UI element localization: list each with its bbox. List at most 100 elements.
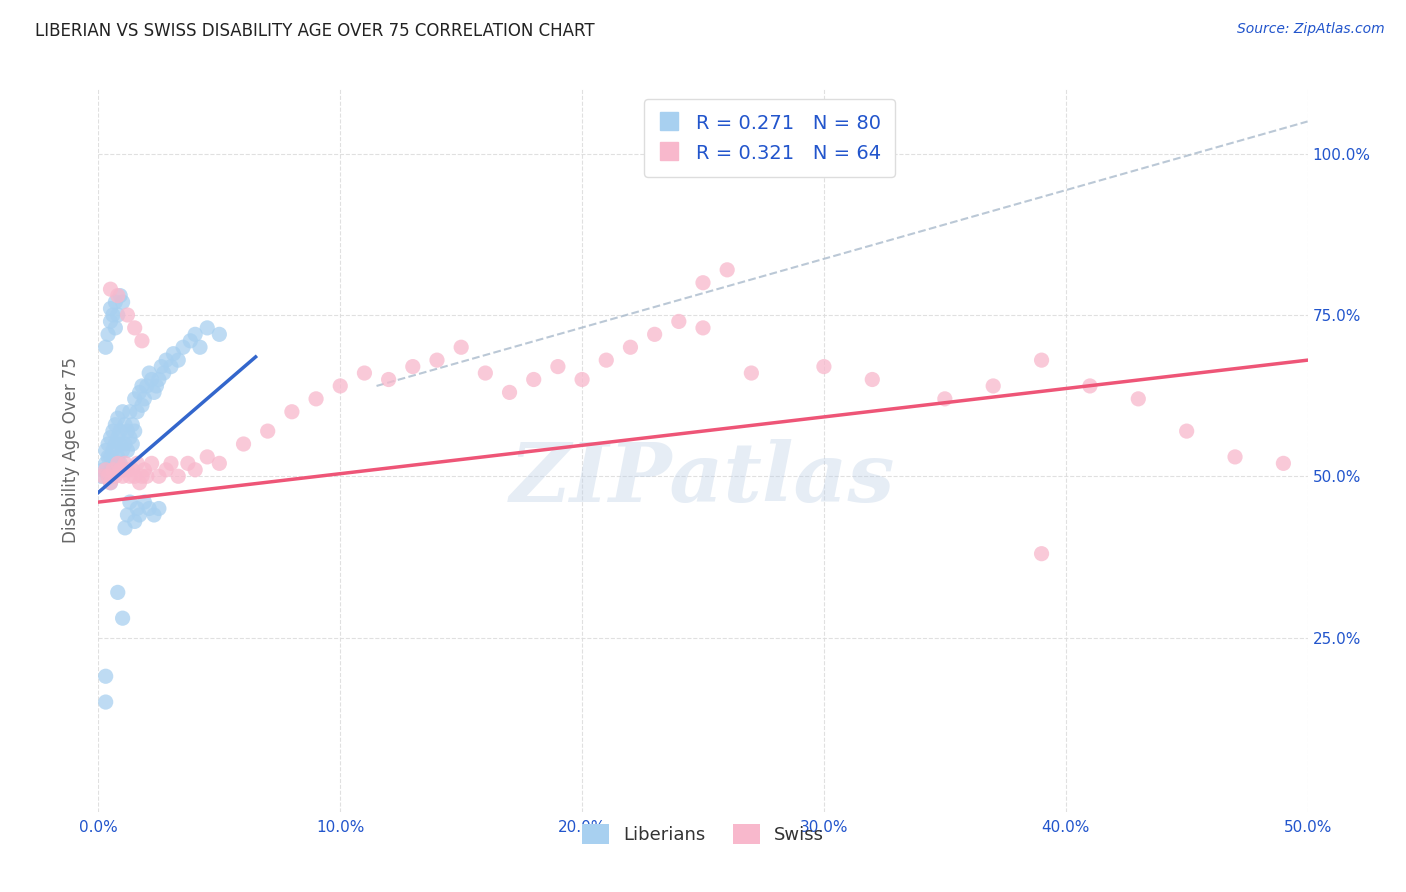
Point bbox=[104, 417, 127, 432]
Legend: Liberians, Swiss: Liberians, Swiss bbox=[572, 815, 834, 854]
Point bbox=[167, 353, 190, 368]
Point bbox=[232, 437, 254, 451]
Text: Source: ZipAtlas.com: Source: ZipAtlas.com bbox=[1237, 22, 1385, 37]
Point bbox=[208, 456, 231, 470]
Point bbox=[188, 340, 211, 354]
Point bbox=[281, 405, 304, 419]
Point bbox=[107, 456, 129, 470]
Point bbox=[94, 443, 117, 458]
Point bbox=[101, 424, 124, 438]
Point bbox=[118, 469, 141, 483]
Point bbox=[138, 366, 160, 380]
Point bbox=[104, 295, 127, 310]
Point bbox=[353, 366, 375, 380]
Point bbox=[117, 463, 139, 477]
Point bbox=[141, 456, 163, 470]
Point bbox=[184, 327, 207, 342]
Point bbox=[1223, 450, 1246, 464]
Point bbox=[118, 431, 141, 445]
Point bbox=[94, 456, 117, 470]
Point bbox=[172, 340, 194, 354]
Point bbox=[256, 424, 278, 438]
Point bbox=[981, 379, 1004, 393]
Text: ZIPatlas: ZIPatlas bbox=[510, 440, 896, 519]
Point bbox=[100, 314, 122, 328]
Point bbox=[94, 695, 117, 709]
Point bbox=[135, 379, 157, 393]
Point bbox=[143, 508, 166, 522]
Point bbox=[97, 450, 120, 464]
Point bbox=[474, 366, 496, 380]
Point bbox=[121, 437, 143, 451]
Point bbox=[101, 308, 124, 322]
Point bbox=[619, 340, 641, 354]
Point bbox=[117, 424, 139, 438]
Point bbox=[329, 379, 352, 393]
Point bbox=[1031, 547, 1053, 561]
Point bbox=[107, 450, 129, 464]
Point bbox=[121, 463, 143, 477]
Point bbox=[1272, 456, 1295, 470]
Point bbox=[305, 392, 328, 406]
Point bbox=[184, 463, 207, 477]
Point bbox=[114, 456, 136, 470]
Point bbox=[107, 308, 129, 322]
Point bbox=[124, 515, 146, 529]
Point bbox=[127, 405, 149, 419]
Point bbox=[547, 359, 569, 374]
Point bbox=[104, 321, 127, 335]
Point bbox=[114, 437, 136, 451]
Point bbox=[108, 437, 131, 451]
Point bbox=[523, 372, 546, 386]
Point bbox=[124, 424, 146, 438]
Point bbox=[100, 450, 122, 464]
Point bbox=[134, 392, 156, 406]
Point bbox=[94, 340, 117, 354]
Point bbox=[107, 411, 129, 425]
Point bbox=[162, 347, 184, 361]
Point bbox=[644, 160, 666, 174]
Point bbox=[740, 366, 762, 380]
Point bbox=[402, 359, 425, 374]
Point bbox=[1128, 392, 1150, 406]
Point bbox=[114, 521, 136, 535]
Point bbox=[101, 463, 124, 477]
Point bbox=[97, 327, 120, 342]
Point bbox=[128, 508, 150, 522]
Point bbox=[124, 321, 146, 335]
Point bbox=[571, 372, 593, 386]
Point bbox=[813, 359, 835, 374]
Y-axis label: Disability Age Over 75: Disability Age Over 75 bbox=[62, 358, 80, 543]
Point bbox=[195, 321, 218, 335]
Point bbox=[94, 669, 117, 683]
Point bbox=[179, 334, 201, 348]
Point bbox=[860, 372, 883, 386]
Point bbox=[716, 263, 738, 277]
Point bbox=[124, 392, 146, 406]
Point bbox=[148, 372, 170, 386]
Point bbox=[148, 501, 170, 516]
Point bbox=[108, 456, 131, 470]
Point bbox=[111, 295, 134, 310]
Point bbox=[100, 431, 122, 445]
Point bbox=[150, 359, 173, 374]
Point bbox=[111, 405, 134, 419]
Point bbox=[644, 327, 666, 342]
Point bbox=[135, 469, 157, 483]
Point bbox=[124, 469, 146, 483]
Point bbox=[111, 443, 134, 458]
Point bbox=[377, 372, 399, 386]
Point bbox=[111, 469, 134, 483]
Point bbox=[91, 469, 114, 483]
Point bbox=[108, 424, 131, 438]
Point bbox=[108, 288, 131, 302]
Point bbox=[111, 611, 134, 625]
Point bbox=[141, 372, 163, 386]
Point bbox=[104, 463, 127, 477]
Point bbox=[128, 475, 150, 490]
Point bbox=[117, 308, 139, 322]
Point bbox=[692, 276, 714, 290]
Point bbox=[127, 501, 149, 516]
Point bbox=[595, 353, 617, 368]
Point bbox=[127, 456, 149, 470]
